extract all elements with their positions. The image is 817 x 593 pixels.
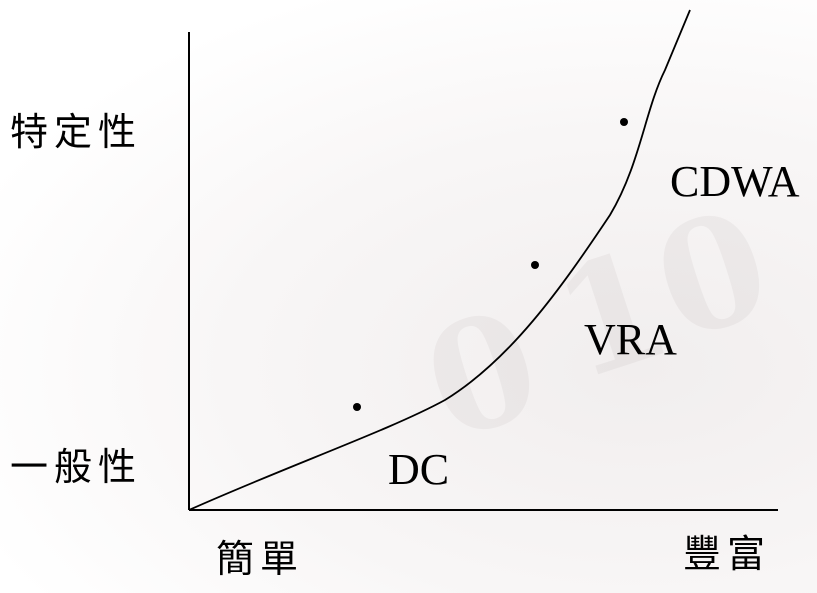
- y-axis-bottom-label: 一般性: [10, 445, 143, 489]
- marker-dot-dc: [353, 403, 361, 411]
- y-axis-top-label: 特定性: [10, 110, 143, 154]
- x-axis-right-label: 豐富: [683, 532, 772, 576]
- marker-dot-cdwa: [620, 118, 628, 126]
- region-label-vra: VRA: [584, 315, 677, 364]
- marker-dot-vra: [531, 261, 539, 269]
- region-label-cdwa: CDWA: [670, 157, 800, 206]
- region-label-dc: DC: [388, 445, 450, 494]
- boundary-curve: [188, 9, 691, 511]
- x-axis-left-label: 簡單: [216, 537, 305, 581]
